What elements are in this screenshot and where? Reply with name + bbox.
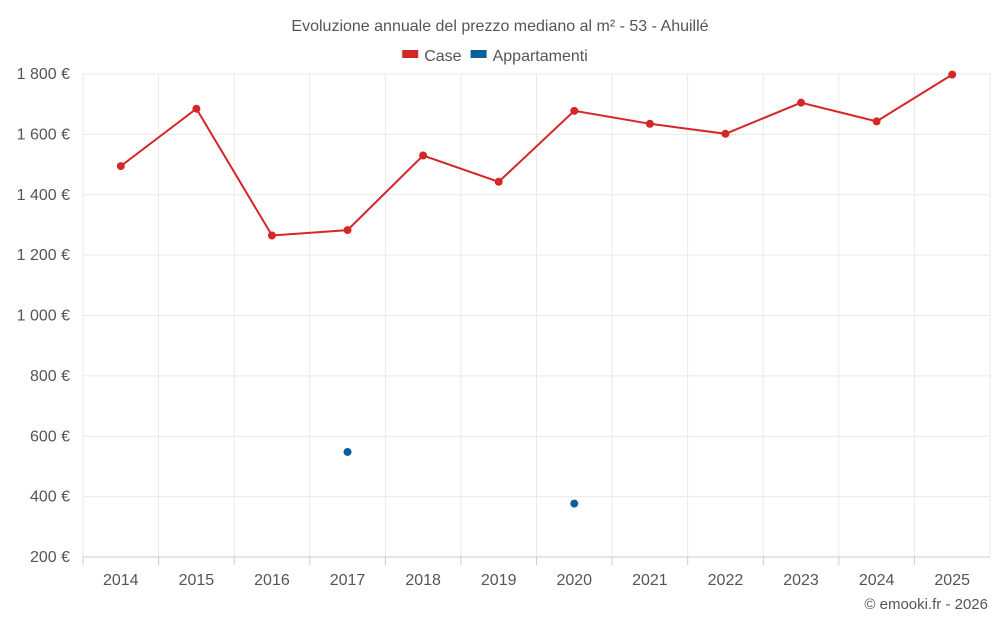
chart-title: Evoluzione annuale del prezzo mediano al… (291, 18, 708, 35)
y-tick-label: 600 € (30, 428, 70, 445)
legend-label: Appartamenti (493, 48, 588, 65)
data-point[interactable] (948, 70, 957, 79)
data-point[interactable] (872, 117, 881, 126)
series-case (116, 70, 957, 240)
y-axis: 200 € 400 € 600 € 800 € 1 000 € 1 200 € 1 400 … (17, 66, 70, 566)
data-point[interactable] (419, 151, 428, 160)
x-tick-label: 2018 (405, 572, 441, 589)
y-tick-label: 800 € (30, 368, 70, 385)
data-point[interactable] (267, 231, 276, 240)
data-point[interactable] (343, 226, 352, 235)
x-tick-label: 2014 (103, 572, 139, 589)
series-layer (116, 70, 957, 508)
x-tick-label: 2015 (179, 572, 215, 589)
x-tick-label: 2020 (556, 572, 592, 589)
data-point[interactable] (116, 162, 125, 171)
data-point[interactable] (343, 447, 352, 456)
series-line (120, 73, 953, 237)
x-tick-label: 2022 (708, 572, 744, 589)
credit: © emooki.fr - 2026 (864, 596, 988, 613)
legend-label: Case (424, 48, 461, 65)
data-point[interactable] (192, 104, 201, 113)
y-tick-label: 1 000 € (17, 308, 70, 325)
y-tick-label: 400 € (30, 489, 70, 506)
data-point[interactable] (570, 499, 579, 508)
legend-item-appartamenti[interactable]: Appartamenti (470, 48, 588, 65)
x-tick-label: 2017 (330, 572, 366, 589)
x-axis: 2014 2015 2016 2017 2018 2019 2020 2021 2022 2023… (82, 556, 990, 589)
data-point[interactable] (645, 119, 654, 128)
legend-swatch (470, 50, 487, 58)
y-tick-label: 1 600 € (17, 126, 70, 143)
x-tick-label: 2023 (783, 572, 819, 589)
x-tick-label: 2021 (632, 572, 668, 589)
y-tick-label: 1 200 € (17, 247, 70, 264)
series-appartamenti (343, 447, 579, 508)
legend-swatch (402, 50, 419, 58)
legend-item-case[interactable]: Case (402, 48, 462, 65)
data-point[interactable] (797, 98, 806, 107)
data-point[interactable] (721, 129, 730, 138)
y-tick-label: 1 400 € (17, 187, 70, 204)
x-tick-label: 2025 (934, 572, 970, 589)
grid (82, 73, 991, 558)
data-point[interactable] (570, 106, 579, 115)
y-tick-label: 1 800 € (17, 66, 70, 83)
x-tick-label: 2024 (859, 572, 895, 589)
x-tick-label: 2016 (254, 572, 290, 589)
x-tick-label: 2019 (481, 572, 517, 589)
data-point[interactable] (494, 177, 503, 186)
legend: Case Appartamenti (402, 48, 588, 65)
y-tick-label: 200 € (30, 549, 70, 566)
